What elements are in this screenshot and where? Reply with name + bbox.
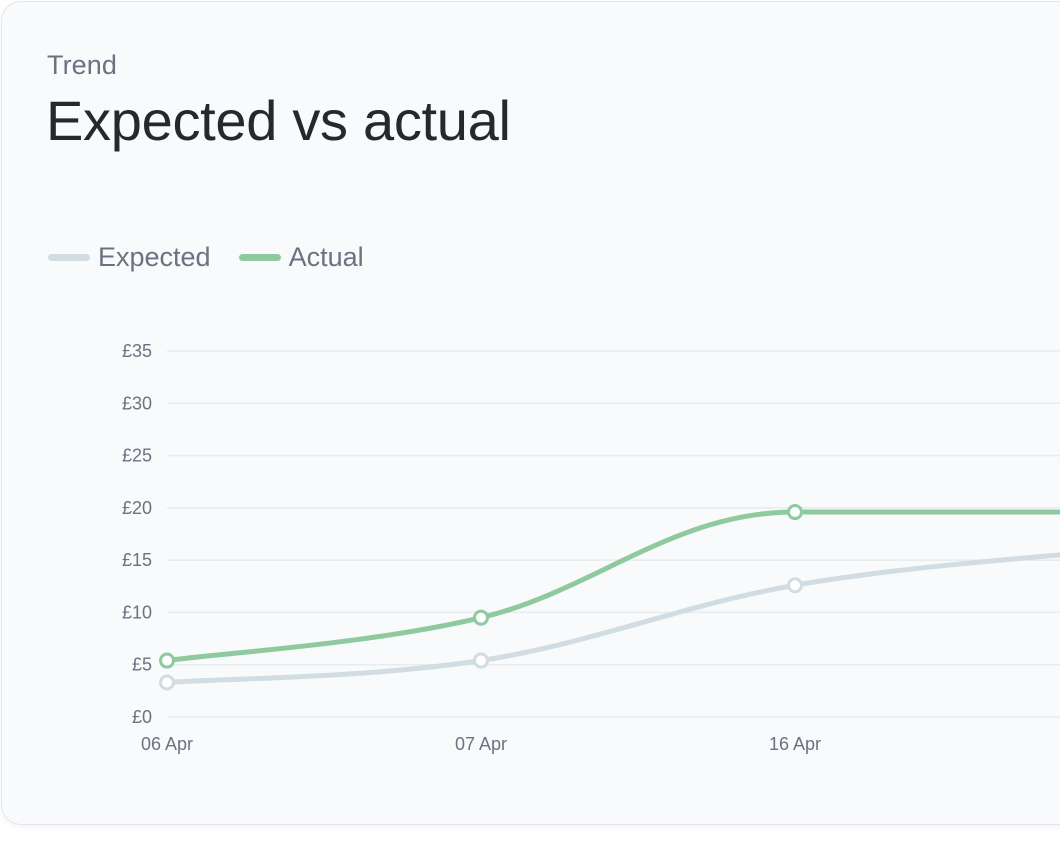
data-point-expected[interactable] [473, 652, 489, 669]
y-tick-label: £30 [122, 393, 152, 413]
y-tick-label: £20 [122, 498, 152, 518]
legend-label-expected: Expected [98, 242, 211, 272]
legend-item-expected[interactable]: Expected [48, 242, 211, 273]
y-tick-label: £15 [122, 550, 152, 570]
x-axis-ticks: 06 Apr 07 Apr 16 Apr [141, 734, 821, 754]
series-points [159, 504, 803, 691]
legend-swatch-expected [48, 254, 90, 261]
legend-swatch-actual [238, 254, 281, 261]
chart-title: Expected vs actual [46, 89, 511, 152]
data-point-actual[interactable] [473, 609, 489, 626]
card-eyebrow: Trend [47, 50, 118, 80]
chart-legend: Expected Actual [48, 242, 392, 273]
y-tick-label: £25 [122, 446, 152, 466]
y-tick-label: £35 [122, 341, 152, 361]
x-tick-label: 16 Apr [769, 734, 821, 754]
y-axis-ticks: £0 £5 £10 £15 £20 £25 £30 £35 [122, 341, 152, 727]
chart-card: Trend Expected vs actual Expected Actual [1, 1, 1060, 825]
legend-label-actual: Actual [288, 242, 364, 272]
y-gridlines [167, 350, 1060, 718]
y-tick-label: £5 [132, 655, 152, 675]
data-point-actual[interactable] [787, 504, 803, 521]
data-point-actual[interactable] [159, 652, 175, 669]
legend-item-actual[interactable]: Actual [238, 242, 364, 273]
y-tick-label: £0 [132, 707, 152, 727]
y-tick-label: £10 [122, 602, 152, 622]
series-line-expected [164, 552, 1060, 685]
x-tick-label: 07 Apr [455, 734, 507, 754]
series-lines [164, 509, 1060, 685]
data-point-expected[interactable] [159, 674, 175, 691]
x-tick-label: 06 Apr [141, 734, 193, 754]
series-line-actual [164, 509, 1060, 664]
data-point-expected[interactable] [787, 577, 803, 594]
